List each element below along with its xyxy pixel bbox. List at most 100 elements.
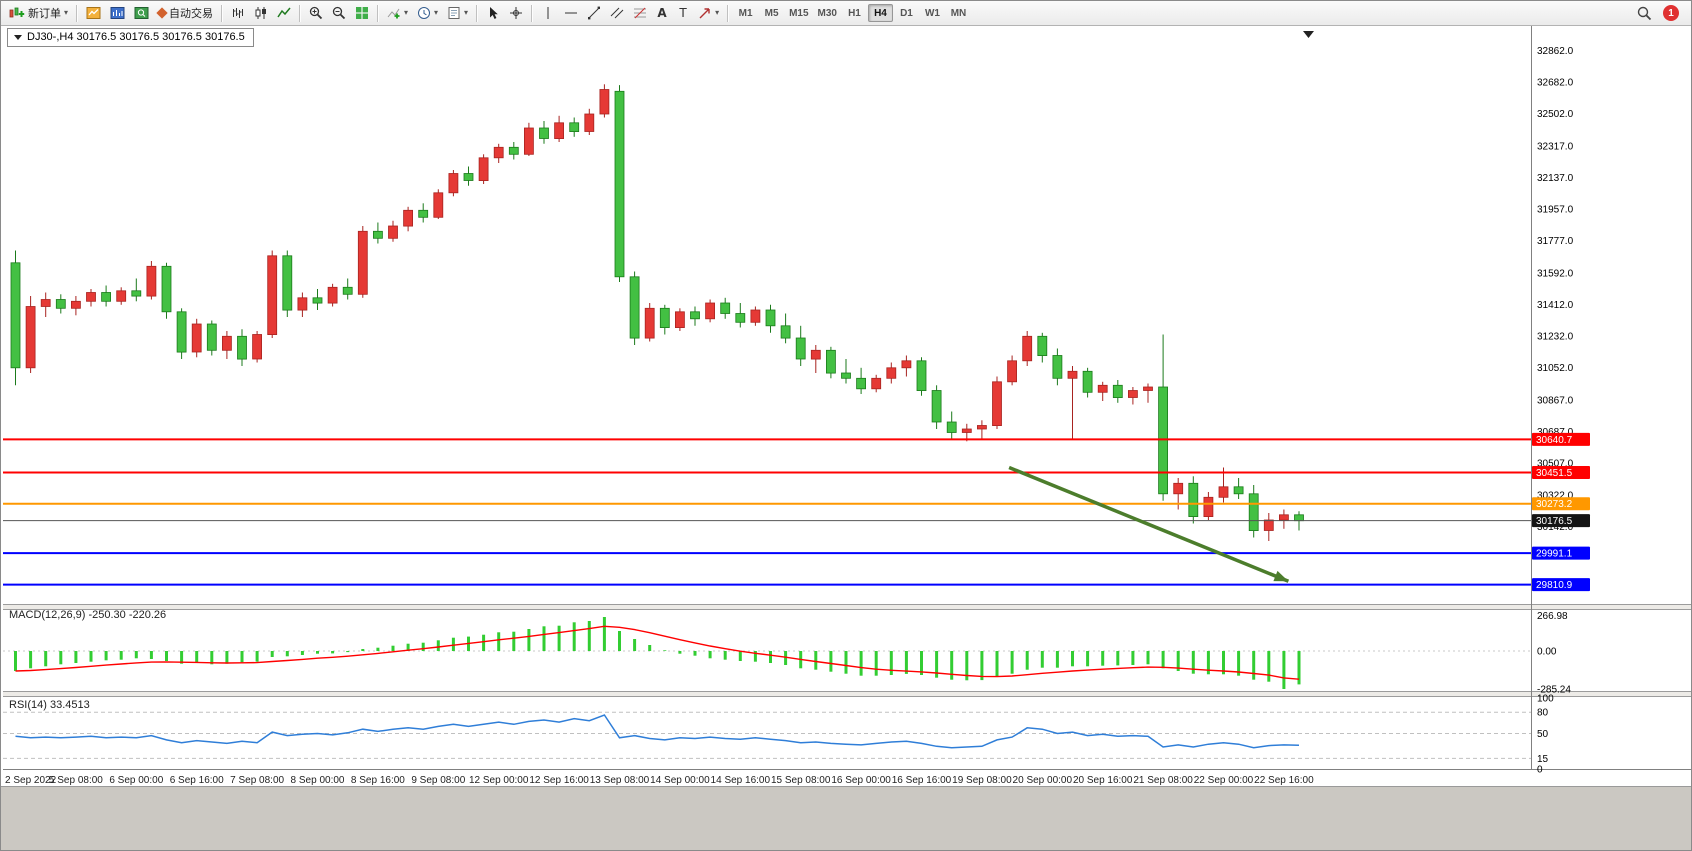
window-bottom-area: [1, 786, 1691, 850]
template-icon: [448, 7, 460, 19]
svg-text:31592.0: 31592.0: [1537, 268, 1574, 279]
svg-text:-285.24: -285.24: [1537, 685, 1571, 696]
chart-title-box[interactable]: DJ30-,H4 30176.5 30176.5 30176.5 30176.5: [7, 28, 254, 47]
candlestick-series: [10, 84, 1304, 541]
line-chart-button[interactable]: [273, 3, 295, 23]
panel-separator[interactable]: [3, 604, 1691, 610]
chart-canvas[interactable]: MACD(12,26,9) -250.30 -220.26 RSI(14) 33.…: [3, 26, 1691, 786]
timeframe-button-w1[interactable]: W1: [920, 4, 945, 22]
toolbar-divider: [377, 4, 380, 22]
svg-text:31232.0: 31232.0: [1537, 331, 1574, 342]
new-order-icon: [9, 7, 25, 18]
crosshair-button[interactable]: [505, 3, 527, 23]
timeframe-toolbar: M1 M5 M15 M30 H1 H4 D1 W1 MN: [733, 4, 971, 22]
price-axis: 32862.0 32682.0 32502.0 32317.0 32137.0 31957…: [1537, 46, 1574, 775]
candlestick-chart-icon: [255, 7, 267, 19]
notification-badge[interactable]: 1: [1663, 5, 1679, 21]
svg-text:5 Sep 08:00: 5 Sep 08:00: [49, 775, 103, 786]
trend-arrow[interactable]: [1008, 465, 1290, 583]
toolbar-divider: [76, 4, 79, 22]
bar-chart-button[interactable]: [227, 3, 249, 23]
timeframe-button-mn[interactable]: MN: [946, 4, 971, 22]
navigator-button[interactable]: [130, 3, 153, 23]
add-indicator-button[interactable]: ▾: [383, 3, 412, 23]
period-button[interactable]: ▾: [413, 3, 442, 23]
svg-text:31052.0: 31052.0: [1537, 363, 1574, 374]
timeframe-button-h1[interactable]: H1: [842, 4, 867, 22]
timeframe-button-m1[interactable]: M1: [733, 4, 758, 22]
text-label-icon: T: [679, 6, 687, 20]
timeframe-button-d1[interactable]: D1: [894, 4, 919, 22]
text-label-button[interactable]: T: [673, 3, 693, 23]
crosshair-icon: [510, 7, 523, 19]
price-badge-30640.7: 30640.7: [1532, 432, 1590, 446]
svg-text:29810.9: 29810.9: [1536, 580, 1573, 591]
svg-text:22 Sep 16:00: 22 Sep 16:00: [1254, 775, 1314, 786]
svg-text:19 Sep 08:00: 19 Sep 08:00: [952, 775, 1012, 786]
svg-text:12 Sep 16:00: 12 Sep 16:00: [529, 775, 589, 786]
charts-window-button[interactable]: [82, 3, 105, 23]
svg-text:0.00: 0.00: [1537, 647, 1557, 658]
price-badge-30273.2: 30273.2: [1532, 497, 1590, 511]
arrow-tool-icon: [699, 8, 710, 19]
svg-text:30867.0: 30867.0: [1537, 395, 1574, 406]
panel-separator[interactable]: [3, 691, 1691, 697]
trendline-button[interactable]: [583, 3, 605, 23]
svg-text:30687.0: 30687.0: [1537, 427, 1574, 438]
svg-text:30640.7: 30640.7: [1536, 435, 1573, 446]
tile-windows-button[interactable]: [351, 3, 373, 23]
equidistant-channel-button[interactable]: [606, 3, 628, 23]
autotrading-label: 自动交易: [169, 8, 214, 20]
svg-text:20 Sep 00:00: 20 Sep 00:00: [1013, 775, 1073, 786]
zoom-in-icon: [309, 6, 323, 20]
rsi-line: [15, 714, 1300, 749]
svg-text:12 Sep 00:00: 12 Sep 00:00: [469, 775, 529, 786]
svg-text:31957.0: 31957.0: [1537, 205, 1574, 216]
text-tool-button[interactable]: A: [652, 3, 672, 23]
timeframe-button-h4[interactable]: H4: [867, 4, 893, 22]
timeframe-button-m5[interactable]: M5: [759, 4, 784, 22]
autotrading-button[interactable]: 自动交易: [154, 3, 217, 23]
horizontal-line-button[interactable]: [560, 3, 582, 23]
svg-text:50: 50: [1537, 729, 1549, 740]
svg-text:32502.0: 32502.0: [1537, 109, 1574, 120]
svg-text:14 Sep 00:00: 14 Sep 00:00: [650, 775, 710, 786]
template-button[interactable]: ▾: [443, 3, 472, 23]
svg-text:16 Sep 16:00: 16 Sep 16:00: [892, 775, 952, 786]
chevron-down-icon: ▾: [464, 8, 469, 17]
toolbar-divider: [221, 4, 224, 22]
horizontal-line-icon: [565, 12, 578, 14]
chart-area[interactable]: DJ30-,H4 30176.5 30176.5 30176.5 30176.5…: [3, 26, 1691, 786]
bar-chart-icon: [233, 8, 244, 18]
chart-title: DJ30-,H4 30176.5 30176.5 30176.5 30176.5: [27, 31, 245, 43]
one-click-trading-collapse-icon[interactable]: [14, 34, 22, 40]
search-button[interactable]: [1633, 3, 1656, 23]
chevron-down-icon: ▾: [434, 8, 439, 17]
new-order-button[interactable]: 新订单 ▾: [5, 3, 72, 23]
search-icon: [1637, 6, 1652, 20]
arrows-tool-button[interactable]: ▾: [694, 3, 723, 23]
toolbar-divider: [299, 4, 302, 22]
svg-text:30273.2: 30273.2: [1536, 499, 1573, 510]
svg-text:31412.0: 31412.0: [1537, 300, 1574, 311]
zoom-out-button[interactable]: [328, 3, 350, 23]
cursor-button[interactable]: [482, 3, 504, 23]
equidistant-channel-icon: [610, 7, 624, 19]
add-indicator-icon: [387, 8, 400, 19]
cursor-icon: [490, 7, 498, 19]
chart-shift-marker[interactable]: [1303, 31, 1314, 38]
zoom-in-button[interactable]: [305, 3, 327, 23]
svg-text:9 Sep 08:00: 9 Sep 08:00: [411, 775, 465, 786]
main-toolbar: 新订单 ▾ 自动交易: [1, 1, 1691, 26]
fibonacci-button[interactable]: [629, 3, 651, 23]
timeframe-button-m15[interactable]: M15: [785, 4, 812, 22]
svg-text:8 Sep 16:00: 8 Sep 16:00: [351, 775, 405, 786]
candlestick-chart-button[interactable]: [250, 3, 272, 23]
vertical-line-button[interactable]: [537, 3, 559, 23]
market-watch-button[interactable]: [106, 3, 129, 23]
timeframe-button-m30[interactable]: M30: [814, 4, 841, 22]
clock-icon: [418, 7, 431, 19]
svg-text:31777.0: 31777.0: [1537, 236, 1574, 247]
